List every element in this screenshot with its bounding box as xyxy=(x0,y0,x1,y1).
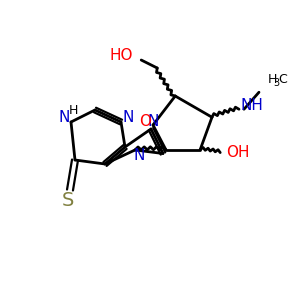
Text: H: H xyxy=(68,103,78,116)
Text: N: N xyxy=(147,113,159,128)
Text: HO: HO xyxy=(110,47,133,62)
Text: NH: NH xyxy=(241,98,263,113)
Text: OH: OH xyxy=(226,145,250,160)
Text: 3: 3 xyxy=(273,78,279,88)
Text: C: C xyxy=(278,73,287,86)
Text: H: H xyxy=(268,73,278,86)
Text: N: N xyxy=(58,110,70,125)
Text: N: N xyxy=(122,110,134,125)
Text: N: N xyxy=(133,148,145,164)
Text: O: O xyxy=(139,113,151,128)
Text: S: S xyxy=(62,190,74,209)
